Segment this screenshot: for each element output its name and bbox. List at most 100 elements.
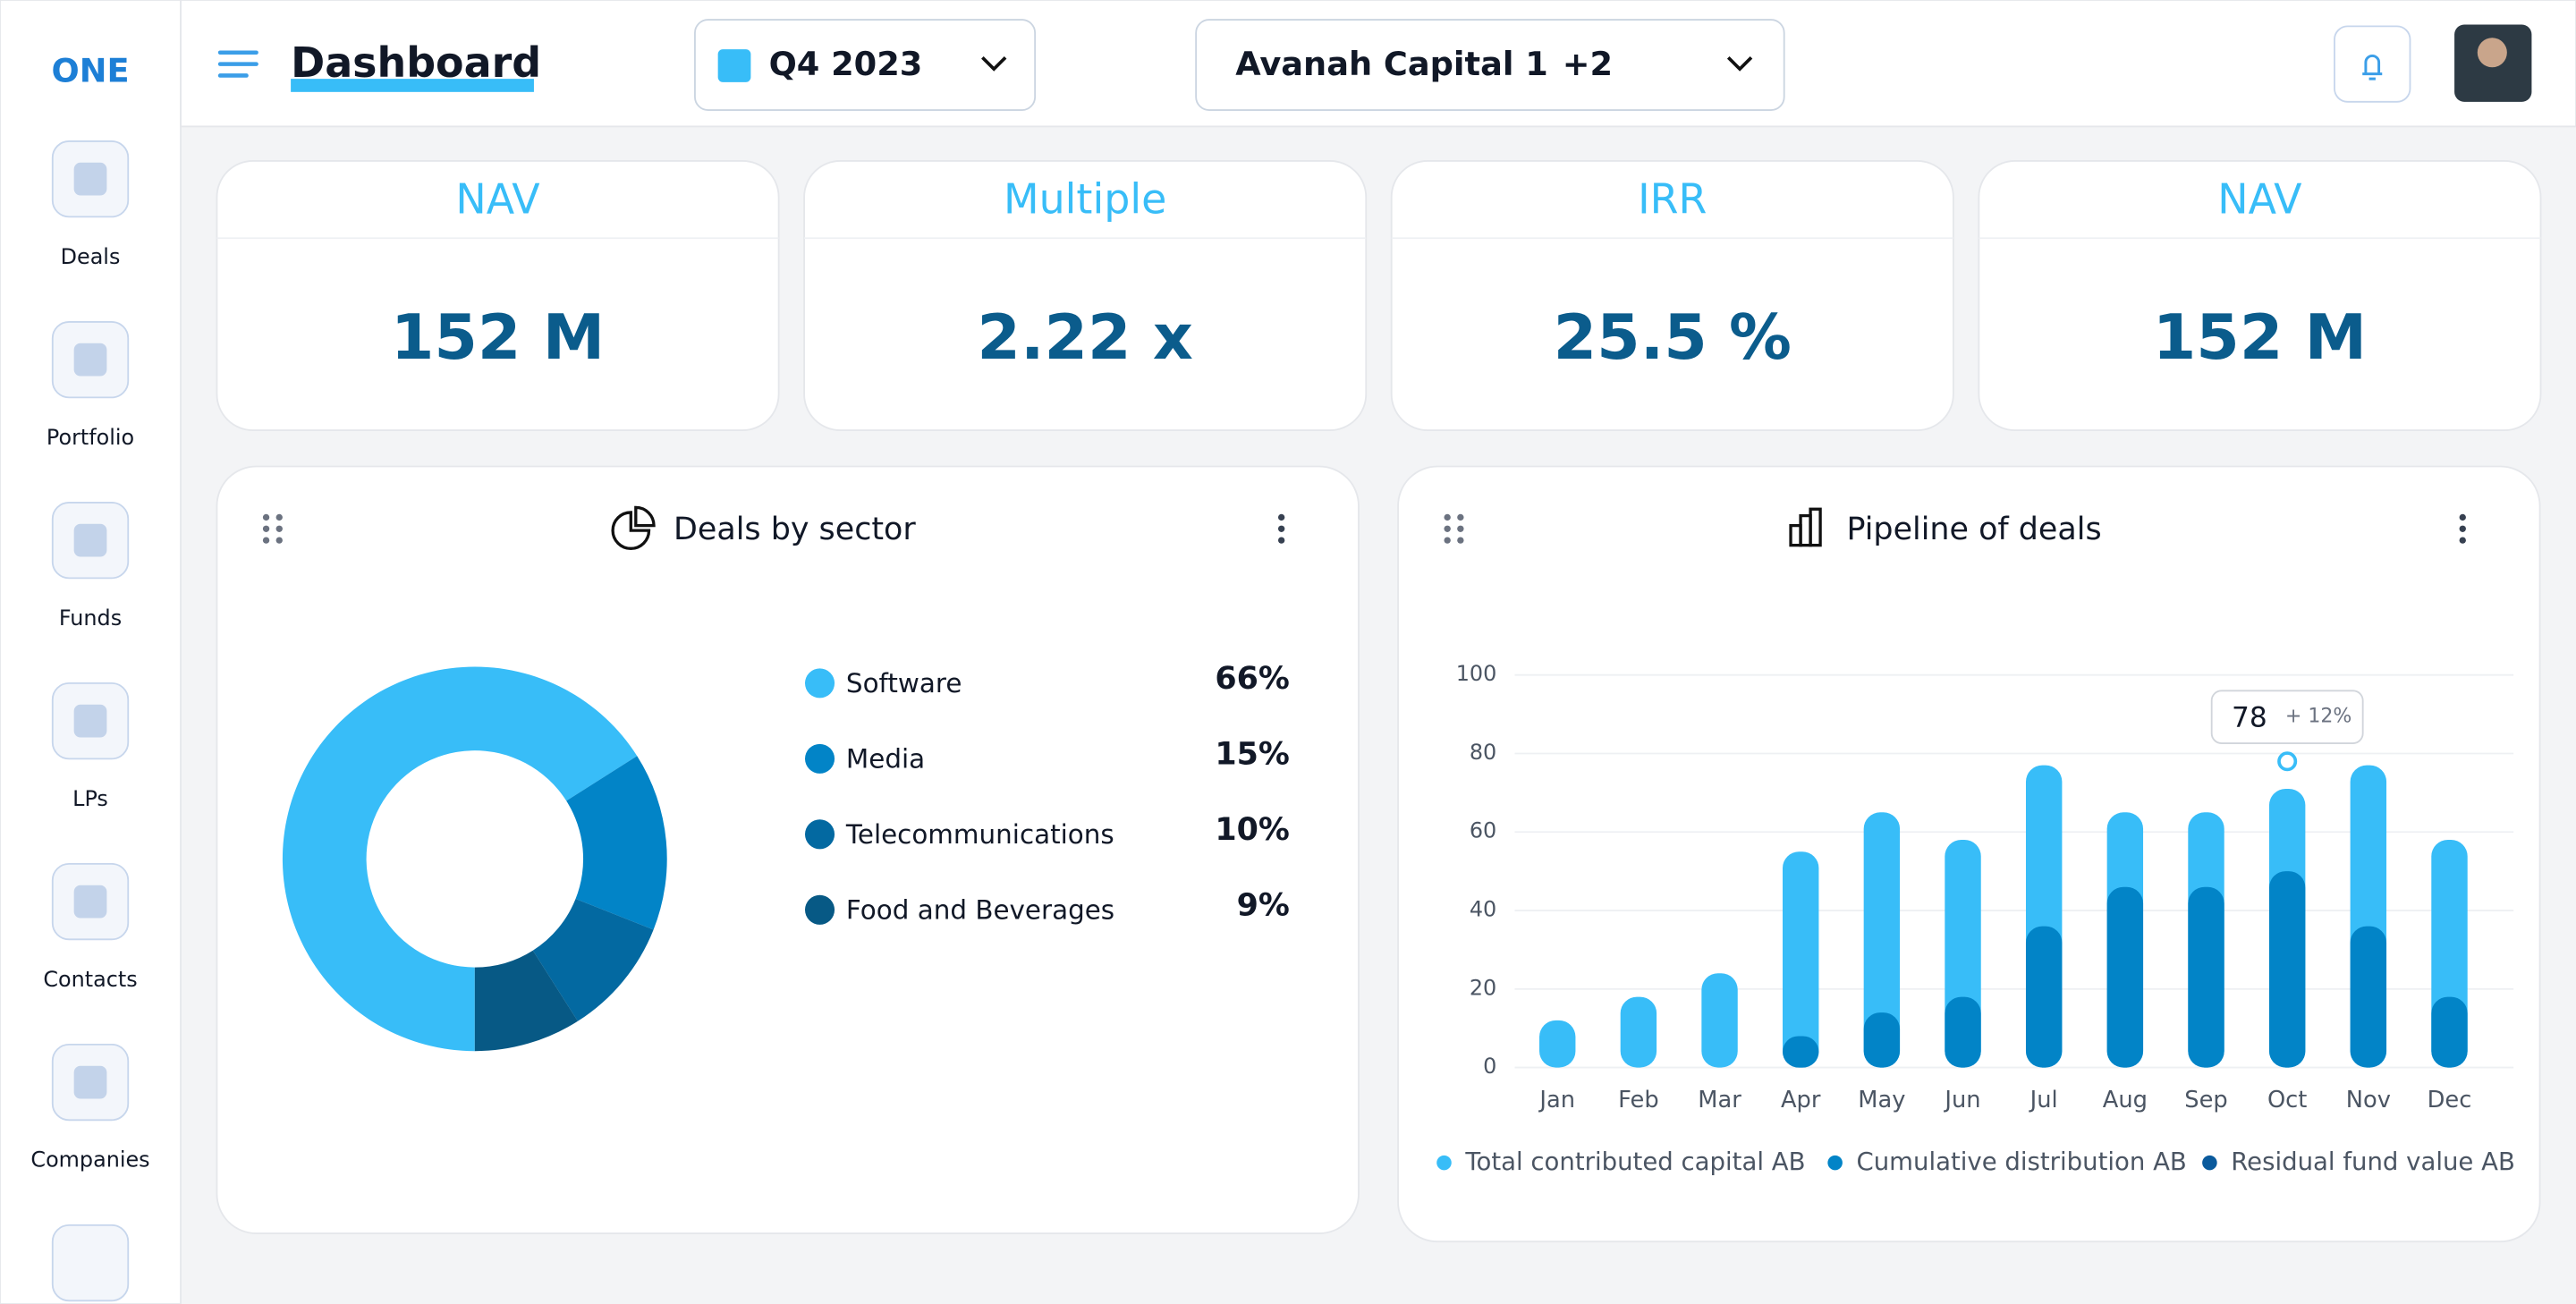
- donut-slice: [474, 950, 578, 1052]
- legend-dot: [805, 819, 835, 850]
- bell-icon: [2362, 55, 2383, 80]
- bar: [2431, 996, 2468, 1068]
- nav-glyph: [73, 523, 107, 557]
- bar: [1945, 996, 1981, 1068]
- entity-dropdown[interactable]: [1195, 19, 1785, 111]
- y-tick-label: 60: [1470, 818, 1496, 843]
- tooltip: [2210, 690, 2364, 744]
- donut-slice: [282, 666, 638, 1052]
- chevron: [1726, 55, 1753, 72]
- bar: [1539, 1020, 1576, 1068]
- legend-label: Total contributed capital AB: [1464, 1147, 1805, 1176]
- kpi-card: [803, 160, 1368, 432]
- nav-label[interactable]: Contacts: [43, 967, 137, 992]
- legend-dot: [805, 894, 835, 925]
- y-tick-label: 40: [1470, 897, 1496, 922]
- x-tick-label: Dec: [2428, 1087, 2472, 1113]
- x-tick-label: Apr: [1781, 1087, 1821, 1113]
- drag-handle[interactable]: [262, 513, 283, 544]
- x-tick-label: Jun: [1943, 1087, 1980, 1113]
- more-menu[interactable]: [1277, 513, 1285, 544]
- hover-point: [2277, 751, 2298, 772]
- kpi-label: IRR: [1638, 174, 1707, 223]
- kpi-label: NAV: [2217, 174, 2302, 223]
- x-tick-label: Mar: [1698, 1087, 1741, 1113]
- legend-dot: [1827, 1155, 1843, 1171]
- nav-glyph: [73, 162, 107, 196]
- nav-glyph: [73, 343, 107, 377]
- donut-slice: [532, 898, 654, 1021]
- y-tick-label: 20: [1470, 975, 1496, 1000]
- kpi-card: [1390, 160, 1954, 432]
- legend-dot: [1436, 1155, 1452, 1171]
- x-tick-label: Oct: [2267, 1087, 2307, 1113]
- legend-label: Media: [846, 744, 925, 775]
- value-label: 10%: [1215, 812, 1289, 848]
- bar: [1783, 851, 1819, 1068]
- y-tick-label: 100: [1456, 661, 1497, 686]
- legend-dot: [2202, 1155, 2217, 1171]
- value-label: 15%: [1215, 737, 1289, 773]
- period-dropdown[interactable]: [694, 19, 1037, 111]
- kpi-card: [1978, 160, 2542, 432]
- kpi-value: 152 M: [2153, 301, 2367, 374]
- nav-label[interactable]: Deals: [61, 244, 121, 269]
- bar: [1863, 1012, 1901, 1068]
- kpi-label: NAV: [455, 174, 540, 223]
- drag-handle[interactable]: [1444, 513, 1464, 544]
- tooltip-value: 78: [2232, 702, 2267, 734]
- x-tick-label: Aug: [2103, 1087, 2148, 1113]
- x-tick-label: Feb: [1618, 1087, 1659, 1113]
- bar: [2025, 926, 2063, 1068]
- nav-label[interactable]: LPs: [72, 786, 108, 811]
- x-tick-label: Jan: [1538, 1087, 1575, 1113]
- x-tick-label: May: [1858, 1087, 1905, 1113]
- card: [216, 465, 1360, 1234]
- tooltip-label: + 12%: [2285, 706, 2351, 728]
- page-title: Dashboard: [291, 38, 541, 87]
- title-underline: [291, 79, 534, 92]
- period: Q4 2023: [769, 45, 923, 83]
- legend-label: Cumulative distribution AB: [1857, 1147, 2187, 1176]
- bar: [1863, 812, 1901, 1068]
- kpi-value: 25.5 %: [1554, 301, 1792, 374]
- kpi-value: 152 M: [391, 301, 605, 374]
- donut-slice: [566, 756, 667, 930]
- legend-label: Software: [846, 668, 962, 699]
- bar: [2188, 886, 2224, 1068]
- legend-dot: [805, 668, 835, 699]
- logo[interactable]: ONE: [51, 51, 129, 89]
- calendar-icon: [717, 49, 751, 82]
- entity: Avanah Capital 1: [1235, 45, 1548, 83]
- chart-title: Pipeline of deals: [1846, 512, 2101, 547]
- kpi-label: Multiple: [1004, 174, 1166, 223]
- x-tick-label: Jul: [2029, 1087, 2058, 1113]
- notifications[interactable]: [2334, 25, 2411, 103]
- bar: [2268, 871, 2306, 1068]
- bar-icon: [1789, 507, 1822, 547]
- pie-icon: [611, 505, 656, 550]
- entity-extra: +2: [1563, 45, 1613, 83]
- value-label: 66%: [1215, 661, 1289, 697]
- x-tick-label: Nov: [2346, 1087, 2391, 1113]
- menu-icon[interactable]: [217, 50, 258, 78]
- y-tick-label: 0: [1483, 1054, 1496, 1079]
- chart-title: Deals by sector: [674, 512, 916, 547]
- bar: [2106, 886, 2144, 1068]
- nav-glyph: [73, 704, 107, 738]
- x-tick-label: Sep: [2184, 1087, 2227, 1113]
- value-label: 9%: [1237, 888, 1290, 924]
- nav-label[interactable]: Portfolio: [47, 425, 134, 450]
- legend-label: Telecommunications: [845, 819, 1114, 850]
- nav-label[interactable]: Funds: [59, 605, 122, 631]
- legend-dot: [805, 743, 835, 774]
- nav-glyph: [73, 1065, 107, 1099]
- nav-label[interactable]: Companies: [30, 1147, 149, 1173]
- bar: [1620, 996, 1657, 1068]
- legend-label: Food and Beverages: [846, 895, 1114, 926]
- bar: [2350, 926, 2387, 1068]
- more-menu[interactable]: [2459, 513, 2466, 544]
- nav-icon[interactable]: [51, 1224, 130, 1302]
